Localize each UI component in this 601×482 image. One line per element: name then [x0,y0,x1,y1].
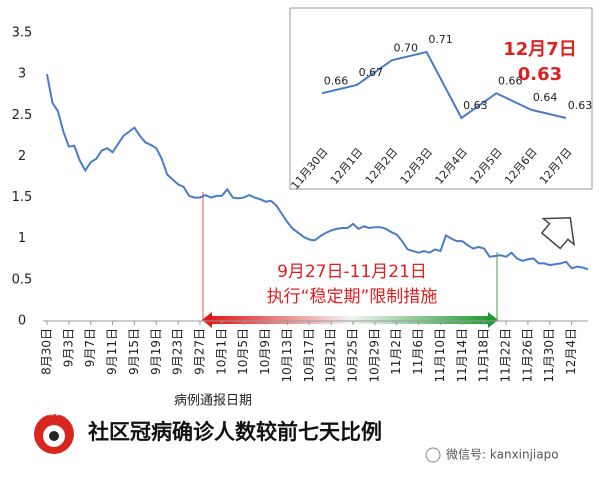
period-bar [210,316,490,324]
x-tick-label: 12月4日 [564,328,578,375]
data-label: 0.71 [428,33,453,46]
arrow-icon [540,216,576,250]
logo-pupil [49,431,59,441]
x-tick-label: 10月5日 [236,328,250,375]
x-tick-label: 11月14日 [455,328,469,383]
data-line [46,73,589,271]
x-axis-label: 病例通报日期 [174,394,252,409]
wechat-id: 微信号: kanxinjiapo [446,448,559,462]
data-label: 0.66 [324,74,349,87]
x-tick-label: 10月25日 [346,328,360,383]
x-tick-label: 10月13日 [280,328,294,383]
x-tick-label: 9月23日 [171,328,185,375]
y-tick-label: 1.5 [12,190,33,205]
y-tick-label: 0 [18,314,26,329]
period-annotation: 执行“稳定期”限制措施 [267,287,438,307]
x-tick-label: 9月27日 [193,328,207,375]
x-tick-label: 10月9日 [258,328,272,375]
logo-text: 新加坡眼 [38,407,70,417]
x-tick-label: 11月6日 [411,328,425,375]
x-tick-label: 10月17日 [302,328,316,383]
y-tick-label: 3.5 [12,26,33,41]
x-tick-label: 11月30日 [542,328,556,383]
x-tick-label: 11月26日 [520,328,534,383]
y-tick-label: 2 [18,149,26,164]
y-tick-label: 2.5 [12,108,33,123]
x-tick-label: 8月30日 [40,328,54,375]
data-label: 0.63 [568,99,593,112]
x-tick-label: 10月1日 [214,328,228,375]
data-label: 0.66 [498,74,523,87]
x-tick-label: 11月2日 [389,328,403,375]
wechat-icon [425,447,441,463]
y-tick-label: 0.5 [12,272,33,287]
inset-annotation: 12月7日 [503,39,577,60]
x-tick-label: 9月11日 [105,328,119,375]
x-tick-label: 11月18日 [477,328,491,383]
data-label: 0.63 [463,99,488,112]
arrow-left [202,312,212,328]
y-tick-label: 3 [18,67,26,82]
data-line [321,50,567,120]
x-tick-label: 9月7日 [83,328,97,367]
y-tick-label: 1 [18,231,26,246]
data-label: 0.67 [359,66,384,79]
inset-frame [289,7,593,190]
arrow-right [488,312,498,328]
inset-annotation: 0.63 [518,64,562,85]
x-tick-label: 9月19日 [149,328,163,375]
data-label: 0.70 [393,41,418,54]
period-annotation: 9月27日-11月21日 [277,262,427,282]
x-tick-label: 10月29日 [367,328,381,383]
x-tick-label: 10月21日 [324,328,338,383]
data-label: 0.64 [533,91,558,104]
x-tick-label: 9月15日 [127,328,141,375]
x-tick-label: 11月10日 [433,328,447,383]
x-tick-label: 9月3日 [61,328,75,367]
chart-title: 社区冠病确诊人数较前七天比例 [87,420,382,444]
x-tick-label: 11月22日 [499,328,513,383]
